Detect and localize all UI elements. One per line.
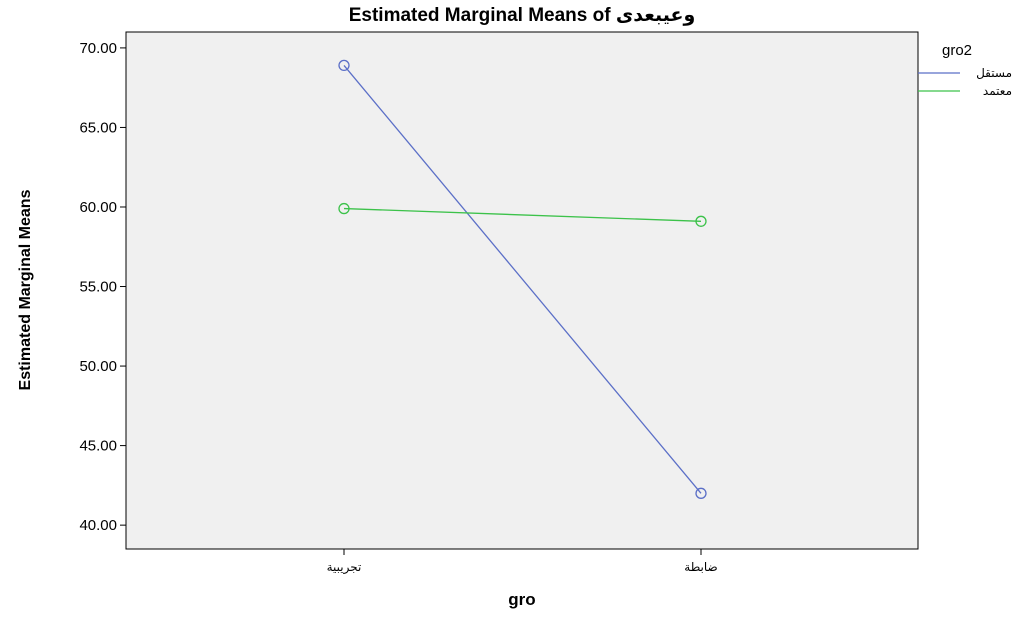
x-tick-label: ضابطة	[684, 560, 717, 574]
y-tick-label: 50.00	[79, 358, 117, 375]
legend-item-label: معتمد	[983, 84, 1012, 98]
y-axis: 40.00 45.00 50.00 55.00 60.00 65.00 70.00	[79, 40, 126, 534]
x-axis: تجريبية ضابطة	[327, 549, 718, 575]
legend-item-label: مستقل	[976, 66, 1012, 80]
series-layer	[338, 59, 707, 499]
series-line	[343, 207, 702, 222]
data-point	[695, 487, 707, 499]
legend: gro2 مستقل معتمد	[918, 42, 1012, 98]
x-axis-label: gro	[508, 590, 535, 609]
plot-area	[125, 31, 919, 550]
chart-title: Estimated Marginal Means of وعيبعدى	[349, 5, 696, 26]
y-tick-label: 55.00	[79, 279, 117, 296]
y-tick-label: 40.00	[79, 517, 117, 534]
data-point	[338, 202, 350, 215]
series-line	[343, 64, 702, 494]
data-point	[695, 215, 707, 227]
data-point	[338, 59, 350, 72]
legend-title: gro2	[942, 42, 972, 59]
y-tick-label: 60.00	[79, 199, 117, 216]
y-axis-label: Estimated Marginal Means	[17, 189, 34, 390]
y-tick-label: 65.00	[79, 119, 117, 136]
y-tick-label: 70.00	[79, 40, 117, 57]
y-tick-label: 45.00	[79, 438, 117, 455]
x-tick-label: تجريبية	[327, 560, 362, 575]
